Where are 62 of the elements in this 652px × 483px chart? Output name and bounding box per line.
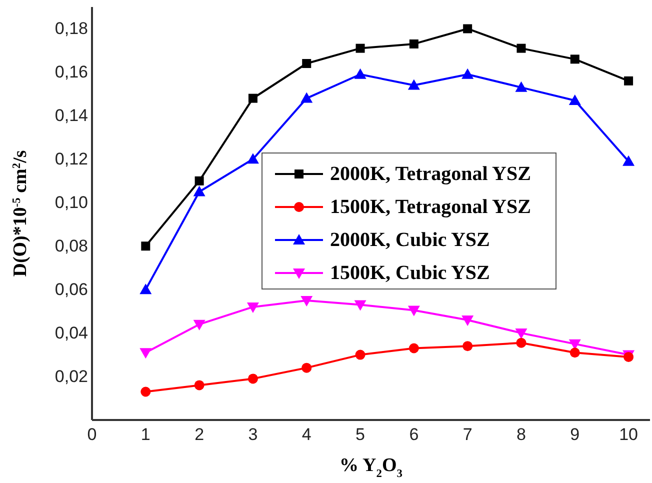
y-tick-label: 0,18 xyxy=(54,19,88,38)
y-tick-label: 0,04 xyxy=(54,324,88,343)
y-tick-label: 0,08 xyxy=(54,236,88,256)
legend-label: 1500K, Cubic YSZ xyxy=(330,262,490,284)
point xyxy=(408,343,419,354)
legend-label: 2000K, Cubic YSZ xyxy=(330,229,490,251)
y-tick-label: 0,02 xyxy=(54,367,88,386)
x-tick-label: 8 xyxy=(516,425,526,444)
point xyxy=(462,68,474,79)
x-tick-label: 7 xyxy=(462,425,472,444)
point xyxy=(463,24,472,34)
point xyxy=(194,176,204,186)
y-tick-label: 0,16 xyxy=(54,62,88,82)
x-tick-label: 5 xyxy=(356,425,366,444)
point xyxy=(302,362,312,373)
x-tick-label: 10 xyxy=(619,425,638,444)
point xyxy=(354,300,366,311)
point xyxy=(140,284,152,294)
x-tick-label: 9 xyxy=(570,425,580,444)
point xyxy=(246,302,259,313)
point xyxy=(568,94,581,105)
x-tick-label: 1 xyxy=(140,425,150,444)
point xyxy=(516,338,526,348)
legend-label: 1500K, Tetragonal YSZ xyxy=(330,196,531,218)
point xyxy=(193,186,206,196)
point xyxy=(140,386,151,397)
x-tick-label: 6 xyxy=(409,425,419,444)
y-tick-label: 0,10 xyxy=(54,193,88,212)
point xyxy=(622,155,635,166)
point xyxy=(141,242,150,251)
point xyxy=(516,44,526,53)
legend-label: 2000K, Tetragonal YSZ xyxy=(330,163,531,185)
point xyxy=(248,94,258,103)
x-tick-label: 2 xyxy=(194,425,204,444)
x-tick-label: 0 xyxy=(87,425,97,444)
point xyxy=(408,306,420,316)
point xyxy=(462,316,474,326)
point xyxy=(140,348,152,359)
point xyxy=(300,92,313,103)
point xyxy=(194,380,204,390)
point xyxy=(354,68,366,79)
point xyxy=(356,44,365,53)
x-tick-label: 4 xyxy=(302,425,312,444)
point xyxy=(570,54,580,64)
point xyxy=(193,320,206,330)
point xyxy=(462,341,473,352)
point xyxy=(515,328,528,340)
y-tick-label: 0,14 xyxy=(54,106,88,126)
y-tick-label: 0,12 xyxy=(54,150,88,169)
point xyxy=(409,39,418,48)
point xyxy=(515,81,528,92)
x-axis-title: % Y$_{2}$O$_{3}$ xyxy=(340,455,403,480)
point xyxy=(355,350,366,360)
point xyxy=(300,296,313,306)
point xyxy=(302,59,312,68)
point xyxy=(570,348,580,358)
point xyxy=(246,153,259,164)
point xyxy=(408,79,420,90)
x-tick-label: 3 xyxy=(248,425,258,444)
y-tick-label: 0,06 xyxy=(54,280,88,300)
point xyxy=(248,374,258,384)
point xyxy=(624,76,634,86)
